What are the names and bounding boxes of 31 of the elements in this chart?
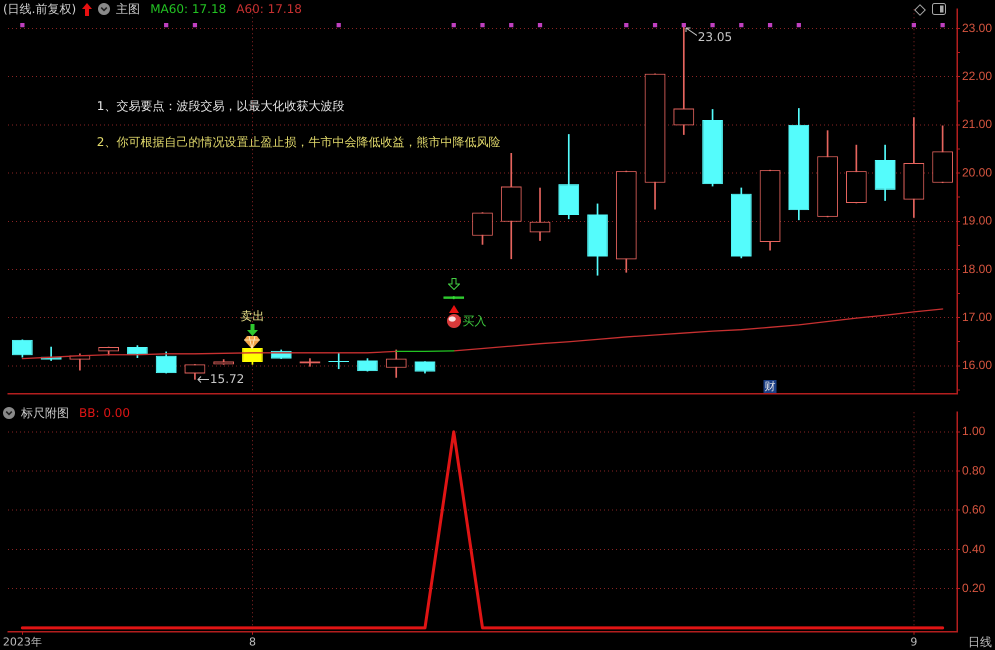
annotation: 买入 <box>462 314 487 328</box>
y-tick-label: 16.00 <box>962 358 992 372</box>
x-tick-label: 2023年 <box>2 635 42 648</box>
x-tick-label: 9 <box>910 635 918 648</box>
annotation: 卖出 <box>240 308 264 323</box>
text: A60: 17.18 <box>236 2 302 16</box>
y-tick-label: 0.60 <box>962 502 986 517</box>
y-tick-label: 0.20 <box>962 580 986 595</box>
chart-title: (日线.前复权) <box>3 2 76 16</box>
y-tick-label: 20.00 <box>962 165 992 180</box>
text: 日线 <box>968 635 992 649</box>
chart-title: 标尺附图 <box>21 406 69 420</box>
y-tick-label: 0.80 <box>962 463 986 478</box>
chart-subtitle: 主图 <box>116 2 140 16</box>
y-tick-label: 18.00 <box>962 262 992 276</box>
y-tick-label: 23.00 <box>962 20 992 35</box>
annotation: 2、你可根据自己的情况设置止盈止损，牛市中会降低收益，熊市中降低风险 <box>96 134 500 148</box>
text: MA60: 17.18 <box>150 2 226 16</box>
annotation: 财 <box>764 380 777 393</box>
annotation: 23.05 <box>698 30 732 44</box>
y-tick-label: 19.00 <box>962 214 992 228</box>
text: BB: 0.00 <box>79 406 130 420</box>
y-tick-label: 17.00 <box>962 310 992 324</box>
y-tick-label: 1.00 <box>962 424 986 438</box>
y-tick-label: 22.00 <box>962 68 992 83</box>
candlestick <box>530 188 550 241</box>
y-tick-label: 0.40 <box>962 542 986 556</box>
annotation: 15.72 <box>210 372 244 386</box>
x-tick-label: 8 <box>248 635 256 648</box>
annotation: 1、交易要点：波段交易，以最大化收获大波段 <box>96 98 344 113</box>
y-tick-label: 21.00 <box>962 117 992 132</box>
